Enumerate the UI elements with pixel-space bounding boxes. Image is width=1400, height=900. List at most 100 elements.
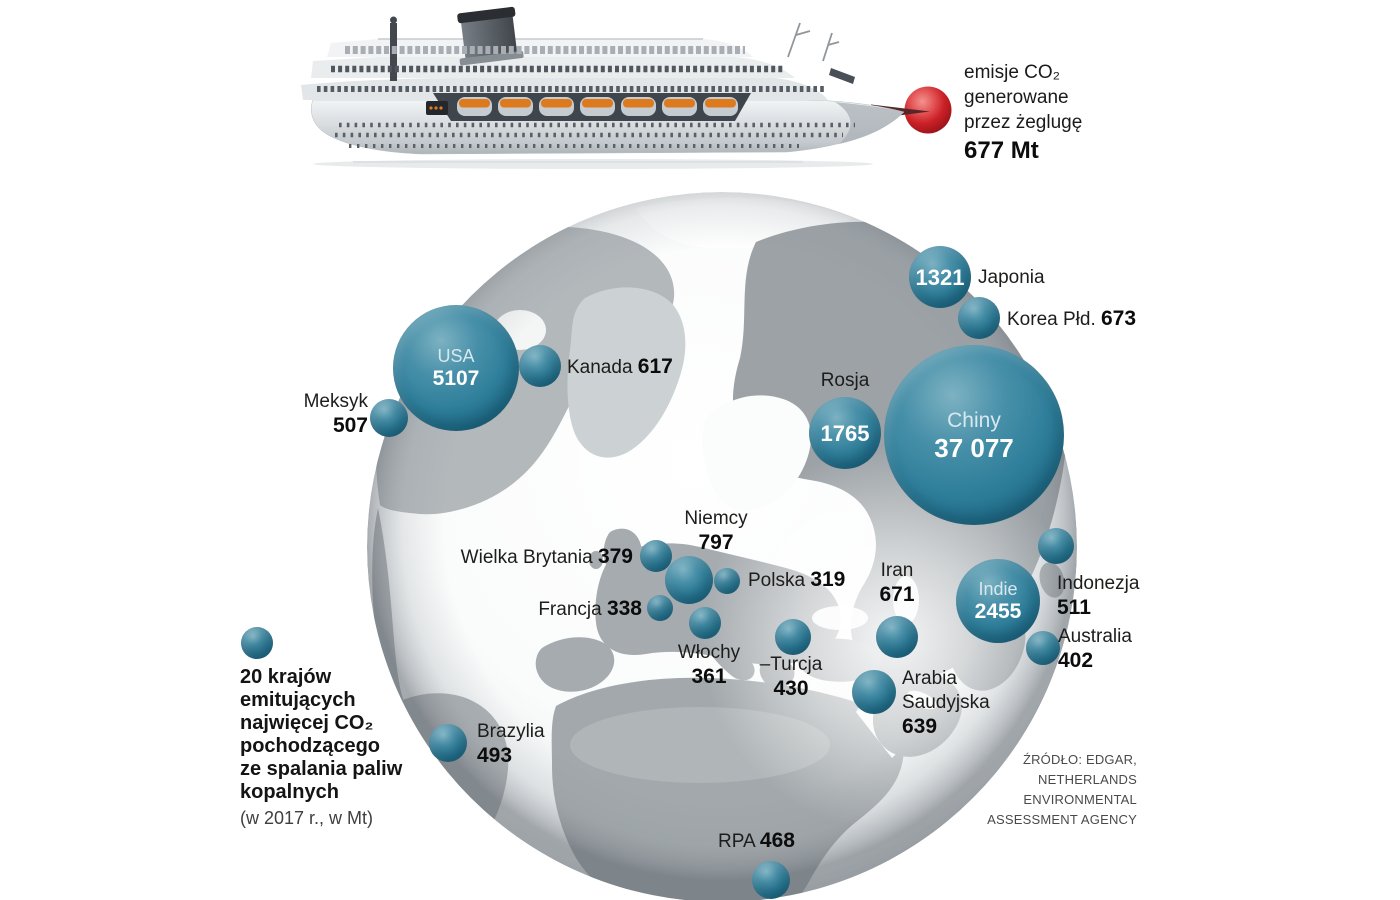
display-lights: [429, 106, 443, 110]
bubble-francja: [647, 595, 673, 621]
bubble-w-ochy: [689, 607, 721, 639]
red-sea: [856, 700, 902, 758]
antennas: [787, 22, 840, 62]
scandinavia: [702, 395, 812, 511]
bubble-text: 1321: [915, 264, 965, 290]
legend-note: (w 2017 r., w Mt): [240, 808, 374, 828]
balkans: [759, 658, 795, 688]
bubble-niemcy: [665, 556, 713, 604]
sahara-highlight: [570, 707, 830, 783]
bubble-iran: [876, 616, 918, 658]
legend-text: 20 krajów emitujących najwięcej CO₂ poch…: [240, 666, 402, 830]
source-line: NETHERLANDS: [1038, 772, 1137, 787]
ocean: [367, 192, 1077, 900]
label-niemcy: Niemcy 797: [684, 508, 748, 554]
legend-line: 20 krajów: [240, 666, 332, 688]
arabian-peninsula: [872, 671, 962, 757]
bubble-brazylia: [429, 724, 467, 762]
bubble-indie: Indie 2455: [956, 559, 1040, 643]
ship-label-line: emisje CO₂: [964, 62, 1061, 83]
bubble-usa: USA 5107: [393, 305, 519, 431]
continent-africa: [551, 677, 904, 900]
legend-line: najwięcej CO₂: [240, 712, 374, 734]
bubble-arabia-saudyjska: [852, 670, 896, 714]
bubble-text: 1765: [820, 420, 870, 446]
ship-emission-label: emisje CO₂ generowane przez żeglugę 677 …: [964, 60, 1082, 163]
caspian-sea: [893, 576, 919, 624]
bubble-chiny: Chiny 37 077: [884, 345, 1064, 525]
bridge-wing: [829, 68, 855, 84]
label-wielka-brytania: Wielka Brytania 379: [460, 545, 633, 568]
label-indonezja: Indonezja 511: [1057, 573, 1140, 619]
emission-red-circle: [904, 86, 952, 134]
bow-shading: [835, 102, 904, 144]
bubble-text: Chiny: [947, 408, 1001, 432]
ship-label-line: przez żeglugę: [964, 112, 1083, 133]
black-sea: [812, 606, 868, 630]
italy: [696, 612, 755, 681]
ship-illustration: [301, 6, 952, 169]
bubble-text: 37 077: [934, 432, 1014, 463]
legend-line: pochodzącego: [240, 735, 381, 757]
label-japonia: Japonia: [978, 267, 1045, 288]
persian-gulf: [907, 690, 937, 710]
southeast-asia: [1039, 562, 1065, 598]
continent-north-america: [375, 226, 675, 515]
source-line: ŹRÓDŁO: EDGAR,: [1022, 752, 1137, 767]
india: [945, 591, 1026, 691]
legend: 20 krajów emitujących najwięcej CO₂ poch…: [240, 627, 402, 830]
bubble-wielka-brytania: [640, 540, 672, 572]
label-polska: Polska 319: [748, 568, 846, 591]
source-line: ENVIRONMENTAL: [1023, 792, 1137, 807]
bubble-meksyk: [370, 399, 408, 437]
globe-rim-shade: [367, 192, 1077, 900]
anatolia: [796, 638, 882, 682]
lifeboats: [457, 97, 738, 116]
label-kanada: Kanada 617: [567, 355, 673, 378]
source-line: ASSESSMENT AGENCY: [987, 812, 1137, 827]
continent-europe: [595, 543, 841, 665]
label-iran: Iran 671: [879, 560, 915, 606]
bubble-korea-p-d: [958, 297, 1000, 339]
bubble-text: 2455: [974, 599, 1022, 623]
hudson-bay: [494, 310, 546, 350]
bubble-text: Indie: [978, 578, 1018, 599]
source-credit: ŹRÓDŁO: EDGAR, NETHERLANDS ENVIRONMENTAL…: [987, 750, 1137, 830]
bubble-rpa: [752, 861, 790, 899]
label-rosja: Rosja: [820, 370, 870, 391]
ship-emission-value: 677 Mt: [964, 137, 1039, 164]
arctic-ocean: [636, 197, 852, 249]
label-turcja: –Turcja 430: [759, 654, 823, 700]
bubble-australia: [1026, 631, 1060, 665]
greenland: [567, 287, 686, 458]
mast-ball: [390, 16, 397, 24]
bubble-kanada: [519, 345, 561, 387]
globe-surface: [367, 192, 1077, 900]
label-w-ochy: Włochy 361: [677, 642, 741, 688]
legend-line: ze spalania paliw: [240, 758, 403, 780]
label-francja: Francja 338: [538, 597, 642, 620]
bubble-indonezja: [1038, 528, 1074, 564]
label-meksyk: Meksyk 507: [303, 391, 368, 437]
bubble-rosja: 1765: [809, 397, 881, 469]
united-kingdom: [603, 528, 642, 574]
label-rpa: RPA 468: [718, 829, 795, 852]
bubble-text: 5107: [432, 366, 480, 390]
bubble-japonia: 1321: [909, 246, 971, 308]
label-brazylia: Brazylia 493: [477, 721, 545, 767]
bubble-text: USA: [437, 345, 475, 366]
iberia: [535, 637, 615, 692]
ireland: [589, 551, 603, 569]
label-australia: Australia 402: [1058, 626, 1132, 672]
label-arabia-saudyjska: Arabia Saudyjska 639: [902, 668, 990, 738]
globe-highlight: [367, 192, 1077, 900]
bubble-polska: [714, 568, 740, 594]
continent-asia: [732, 221, 1068, 682]
legend-line: emitujących: [240, 689, 356, 711]
ship-shadow: [313, 159, 873, 169]
legend-bubble: [241, 627, 273, 659]
bubble-turcja: [775, 619, 811, 655]
ship-label-line: generowane: [964, 87, 1069, 108]
legend-line: kopalnych: [240, 781, 339, 803]
